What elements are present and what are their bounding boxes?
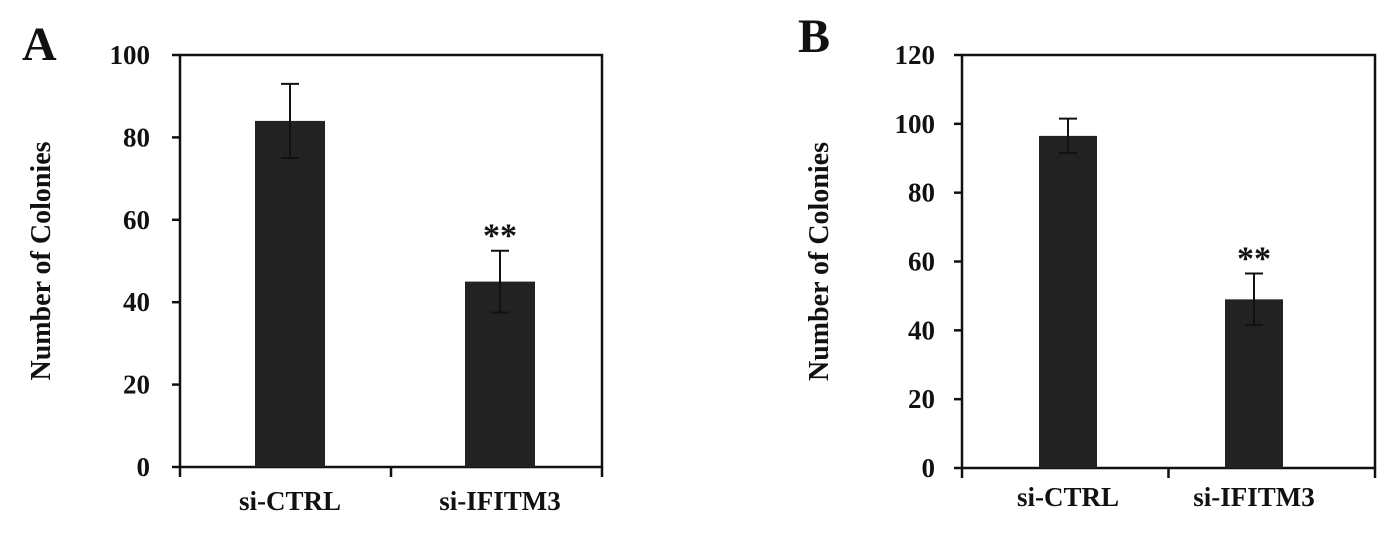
- y-tick-label: 100: [895, 109, 936, 139]
- x-category-label: si-CTRL: [239, 486, 341, 516]
- bar: [1039, 135, 1097, 469]
- x-category-label: si-IFITM3: [1193, 482, 1315, 512]
- plot-frame: [960, 53, 1377, 470]
- y-tick-label: 40: [908, 315, 935, 345]
- significance-label: **: [483, 218, 517, 255]
- y-tick-label: 40: [123, 287, 150, 317]
- y-tick-label: 80: [908, 178, 935, 208]
- bar: [255, 120, 325, 468]
- y-axis-label: Number of Colonies: [804, 142, 835, 381]
- bar: [1225, 299, 1283, 468]
- significance-label: **: [1237, 241, 1271, 278]
- y-tick-label: 0: [137, 452, 151, 482]
- y-tick-label: 20: [123, 370, 150, 400]
- y-tick-label: 80: [123, 122, 150, 152]
- y-axis-label: Number of Colonies: [26, 141, 57, 380]
- y-tick-label: 20: [908, 384, 935, 414]
- x-category-label: si-IFITM3: [439, 486, 561, 516]
- y-tick-label: 0: [922, 453, 936, 483]
- x-category-label: si-CTRL: [1017, 482, 1119, 512]
- panel-letter: A: [22, 18, 57, 71]
- chart-panel-b: B 0 20 40 60 80 100 120 si-CTRL ** si-IFITM3 Number…: [798, 10, 1377, 512]
- panel-letter: B: [798, 10, 830, 63]
- plot-frame: [178, 53, 604, 469]
- y-tick-label: 100: [110, 40, 151, 70]
- chart-panel-a: A 0 20 40 60 80 100 si-CTRL ** si-IFITM3 Number of…: [22, 18, 604, 516]
- y-tick-label: 60: [123, 205, 150, 235]
- y-tick-label: 120: [895, 40, 936, 70]
- y-tick-label: 60: [908, 247, 935, 277]
